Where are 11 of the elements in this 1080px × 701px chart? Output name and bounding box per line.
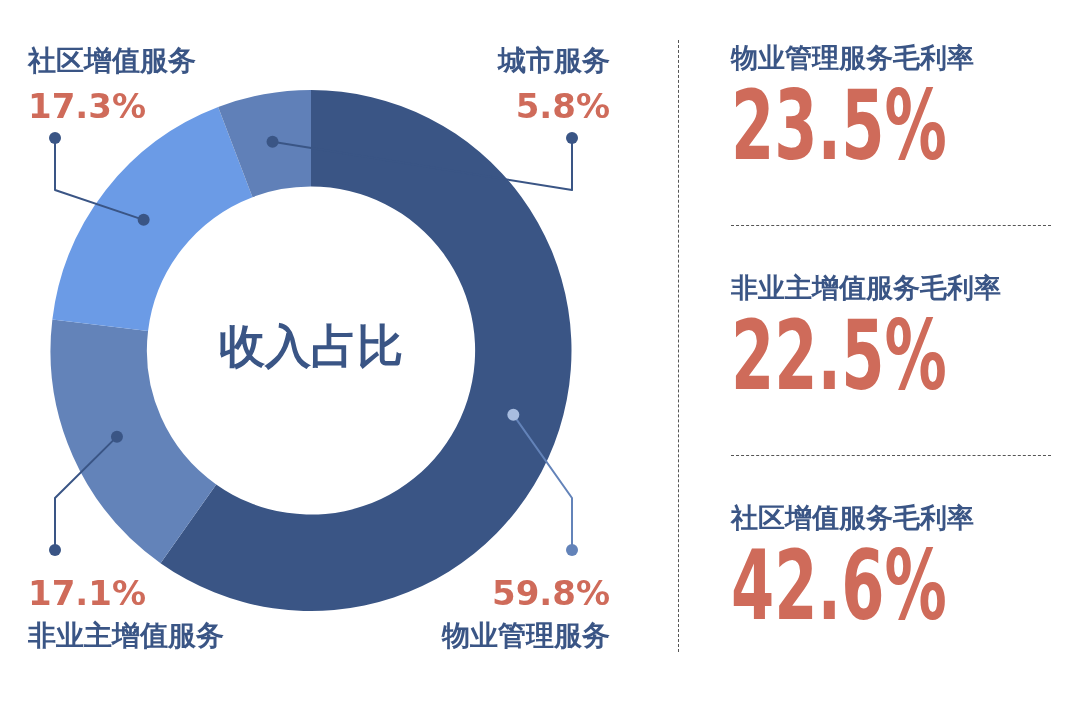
data-label: 17.3%: [28, 86, 146, 126]
data-label: 59.8%: [492, 573, 610, 613]
text: 收入占比: [219, 319, 403, 374]
text: 社区增值服务毛利率: [731, 501, 975, 535]
slice-label: 社区增值服务: [27, 44, 196, 77]
data-label: 5.8%: [515, 86, 610, 126]
slice-label: 物业管理服务: [441, 619, 610, 652]
text: 物业管理服务毛利率: [731, 41, 975, 75]
slice-label: 非业主增值服务: [27, 619, 224, 652]
data-label: 17.1%: [28, 573, 146, 613]
slice-label: 城市服务: [497, 44, 610, 77]
